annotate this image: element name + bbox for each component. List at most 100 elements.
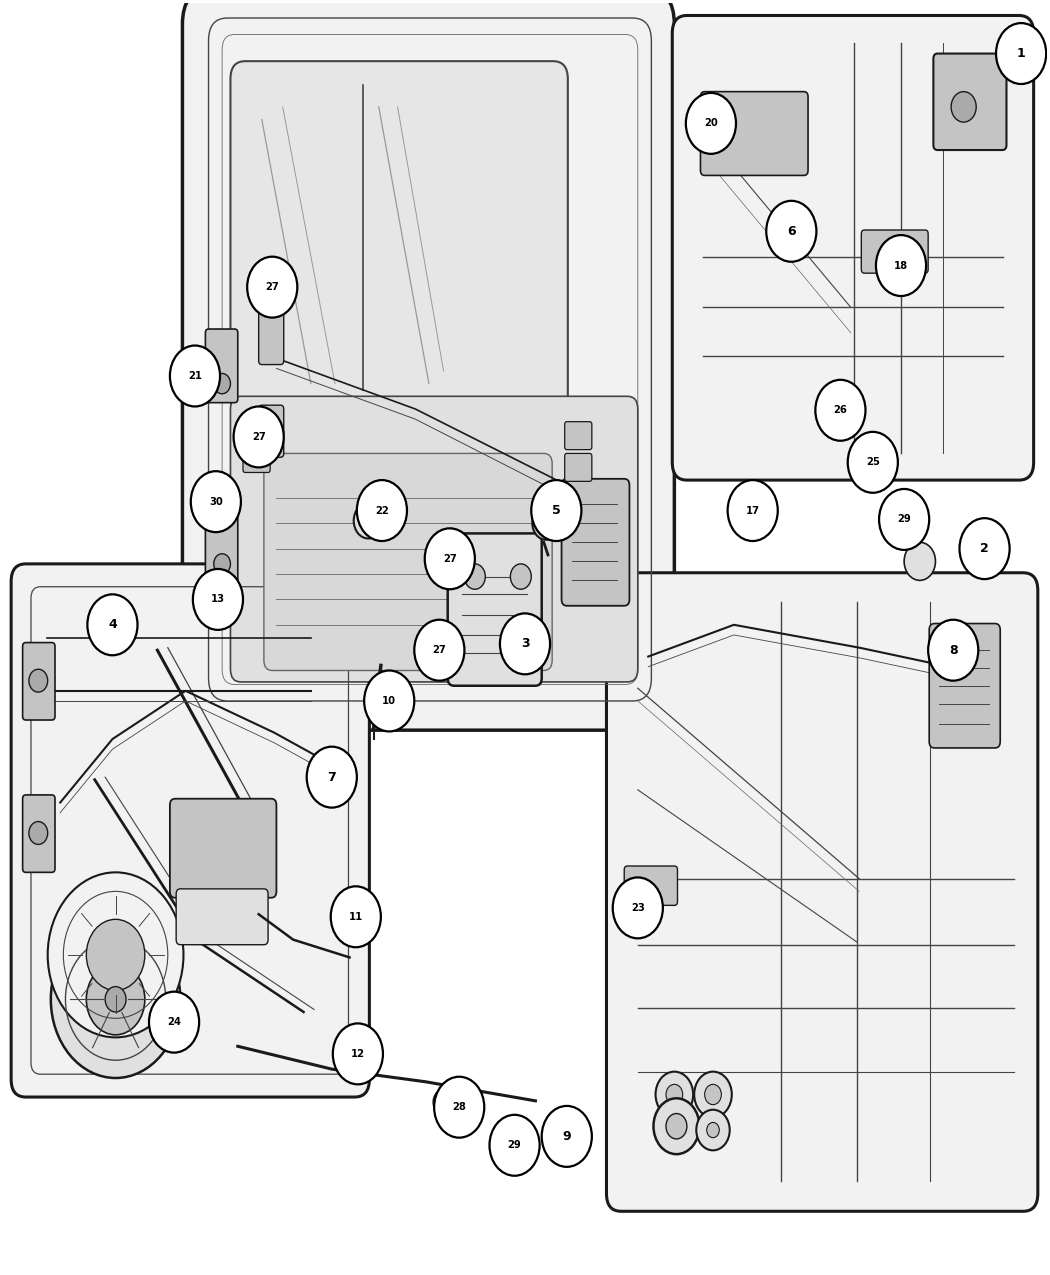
FancyBboxPatch shape — [258, 405, 284, 458]
Circle shape — [29, 669, 47, 692]
FancyBboxPatch shape — [183, 0, 674, 731]
FancyBboxPatch shape — [447, 533, 542, 686]
FancyBboxPatch shape — [23, 794, 55, 872]
Circle shape — [531, 481, 582, 541]
Circle shape — [532, 506, 560, 539]
Circle shape — [666, 1084, 683, 1104]
Text: 13: 13 — [211, 594, 225, 604]
Text: 26: 26 — [834, 405, 847, 416]
Circle shape — [960, 518, 1010, 579]
Circle shape — [876, 235, 926, 296]
Circle shape — [951, 92, 977, 122]
FancyBboxPatch shape — [230, 397, 637, 682]
FancyBboxPatch shape — [258, 287, 284, 365]
Circle shape — [847, 432, 898, 492]
Text: 29: 29 — [508, 1140, 522, 1150]
FancyBboxPatch shape — [565, 422, 592, 450]
Circle shape — [433, 1089, 454, 1114]
Text: 22: 22 — [375, 506, 388, 515]
Circle shape — [686, 93, 736, 154]
Circle shape — [364, 671, 415, 732]
Circle shape — [728, 481, 778, 541]
Circle shape — [500, 613, 550, 674]
FancyBboxPatch shape — [264, 454, 552, 671]
FancyBboxPatch shape — [672, 15, 1033, 481]
Circle shape — [149, 992, 200, 1053]
Text: 20: 20 — [705, 119, 718, 129]
Circle shape — [105, 987, 126, 1012]
Text: 7: 7 — [328, 770, 336, 784]
Circle shape — [191, 472, 240, 532]
Circle shape — [193, 569, 243, 630]
Circle shape — [87, 594, 138, 655]
Circle shape — [307, 747, 357, 807]
FancyBboxPatch shape — [206, 510, 237, 584]
FancyBboxPatch shape — [170, 798, 276, 898]
Text: 6: 6 — [788, 224, 796, 237]
Text: 1: 1 — [1016, 47, 1026, 60]
Text: 24: 24 — [167, 1017, 181, 1028]
Circle shape — [364, 483, 394, 518]
FancyBboxPatch shape — [700, 92, 808, 176]
Circle shape — [613, 877, 663, 938]
FancyBboxPatch shape — [562, 479, 629, 606]
Circle shape — [542, 1105, 592, 1167]
FancyBboxPatch shape — [607, 572, 1037, 1211]
FancyBboxPatch shape — [230, 61, 568, 414]
Circle shape — [694, 1072, 732, 1117]
Text: 27: 27 — [443, 553, 457, 564]
Circle shape — [314, 762, 335, 787]
Circle shape — [655, 1072, 693, 1117]
Text: 2: 2 — [981, 542, 989, 555]
FancyBboxPatch shape — [206, 329, 237, 403]
Text: 27: 27 — [433, 645, 446, 655]
Circle shape — [782, 218, 807, 249]
Circle shape — [214, 553, 230, 574]
FancyBboxPatch shape — [12, 564, 370, 1096]
Text: 23: 23 — [631, 903, 645, 913]
Circle shape — [86, 964, 145, 1035]
Circle shape — [489, 1114, 540, 1176]
Circle shape — [928, 620, 979, 681]
Text: 27: 27 — [252, 432, 266, 442]
Circle shape — [29, 821, 47, 844]
FancyBboxPatch shape — [243, 416, 270, 444]
Text: 11: 11 — [349, 912, 363, 922]
Circle shape — [170, 346, 220, 407]
Text: 18: 18 — [894, 260, 908, 270]
Circle shape — [233, 407, 284, 468]
FancyBboxPatch shape — [624, 866, 677, 905]
Circle shape — [333, 1024, 383, 1084]
Text: 5: 5 — [552, 504, 561, 518]
Circle shape — [904, 542, 936, 580]
Circle shape — [415, 620, 464, 681]
Circle shape — [705, 1084, 721, 1104]
Circle shape — [425, 528, 475, 589]
Text: 21: 21 — [188, 371, 202, 381]
Text: 27: 27 — [266, 282, 279, 292]
FancyBboxPatch shape — [176, 889, 268, 945]
Circle shape — [354, 502, 383, 538]
Circle shape — [766, 200, 817, 261]
Text: 30: 30 — [209, 497, 223, 506]
Text: 25: 25 — [866, 458, 880, 468]
Circle shape — [50, 921, 181, 1077]
Circle shape — [707, 1122, 719, 1137]
Circle shape — [510, 564, 531, 589]
Text: 29: 29 — [898, 514, 911, 524]
Circle shape — [214, 374, 230, 394]
Text: 8: 8 — [949, 644, 958, 657]
Circle shape — [464, 564, 485, 589]
Text: 17: 17 — [746, 506, 760, 515]
Circle shape — [357, 481, 407, 541]
Circle shape — [996, 23, 1046, 84]
Text: 9: 9 — [563, 1130, 571, 1142]
Circle shape — [816, 380, 865, 441]
FancyBboxPatch shape — [861, 230, 928, 273]
Circle shape — [666, 1113, 687, 1139]
Text: 10: 10 — [382, 696, 396, 706]
FancyBboxPatch shape — [929, 623, 1001, 748]
Circle shape — [434, 1076, 484, 1137]
Circle shape — [47, 872, 184, 1038]
FancyBboxPatch shape — [23, 643, 55, 720]
